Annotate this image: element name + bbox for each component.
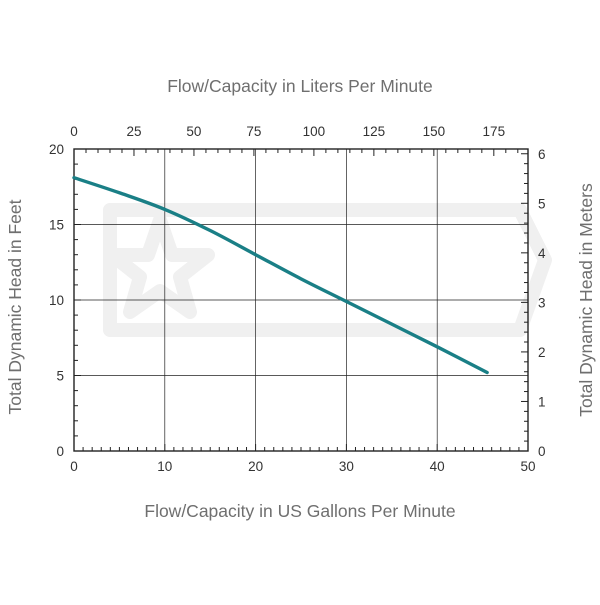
watermark-logo <box>103 203 552 337</box>
y2-tick-label: 0 <box>538 444 546 459</box>
x2-tick-label: 175 <box>483 124 506 139</box>
x2-tick-label: 150 <box>423 124 446 139</box>
y-axis-title: Total Dynamic Head in Feet <box>5 199 25 414</box>
y2-tick-label: 4 <box>538 246 546 261</box>
y-tick-label: 0 <box>56 444 64 459</box>
watermark-star-icon <box>105 213 215 319</box>
y2-tick-label: 3 <box>538 295 546 310</box>
y2-tick-label: 2 <box>538 345 546 360</box>
y-tick-label: 5 <box>56 369 64 384</box>
x2-axis-title: Flow/Capacity in Liters Per Minute <box>167 76 433 96</box>
y-tick-label: 10 <box>49 293 64 308</box>
y-tick-label: 15 <box>49 218 64 233</box>
watermark-shape <box>103 203 552 337</box>
x2-tick-label: 0 <box>70 124 78 139</box>
x-tick-label: 40 <box>430 459 445 474</box>
x2-tick-label: 100 <box>303 124 326 139</box>
y2-tick-label: 5 <box>538 196 546 211</box>
y2-tick-label: 6 <box>538 147 546 162</box>
x2-tick-label: 75 <box>246 124 261 139</box>
y2-axis-title: Total Dynamic Head in Meters <box>576 183 596 417</box>
y2-tick-label: 1 <box>538 394 546 409</box>
x-axis-title: Flow/Capacity in US Gallons Per Minute <box>144 501 455 521</box>
x-tick-label: 0 <box>70 459 78 474</box>
x-tick-label: 30 <box>339 459 354 474</box>
x2-tick-label: 25 <box>126 124 141 139</box>
x2-tick-label: 50 <box>186 124 201 139</box>
x-tick-label: 20 <box>248 459 263 474</box>
x-tick-label: 50 <box>520 459 535 474</box>
x2-tick-label: 125 <box>363 124 386 139</box>
x-tick-label: 10 <box>157 459 172 474</box>
series-line <box>72 175 489 375</box>
y-tick-label: 20 <box>49 142 64 157</box>
